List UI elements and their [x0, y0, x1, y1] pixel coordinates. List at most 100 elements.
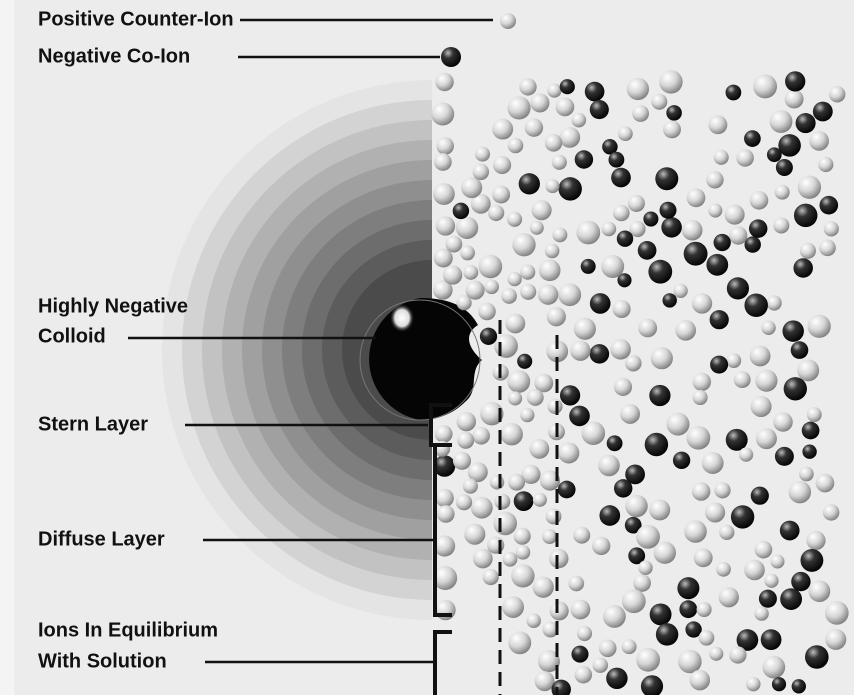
diagram: Positive Counter-Ion Negative Co-Ion Hig… [0, 0, 854, 695]
counter-ion [708, 115, 727, 134]
counter-ion [750, 346, 771, 367]
co-ion [726, 429, 748, 451]
counter-ion [434, 153, 452, 171]
counter-ion [823, 504, 840, 521]
counter-ion [638, 319, 657, 338]
counter-ion [478, 303, 496, 321]
co-ion [792, 679, 806, 693]
counter-ion [549, 549, 568, 568]
co-ion [590, 344, 610, 364]
counter-ion [466, 281, 485, 300]
counter-ion [516, 545, 531, 560]
counter-ion [492, 119, 513, 140]
co-ion [706, 254, 728, 276]
counter-ion [719, 587, 739, 607]
counter-ion [825, 629, 846, 650]
label: Diffuse Layer [38, 528, 165, 550]
counter-ion [659, 70, 683, 94]
counter-ion [816, 474, 835, 493]
counter-ion [761, 321, 775, 335]
counter-ion [675, 320, 696, 341]
counter-ion [819, 239, 836, 256]
label: Positive Counter-Ion [38, 8, 234, 30]
co-ion [599, 505, 620, 526]
counter-ion [545, 134, 563, 152]
counter-ion [799, 467, 814, 482]
counter-ion [508, 138, 524, 154]
counter-ion [507, 272, 521, 286]
counter-ion [558, 283, 581, 306]
counter-ion [434, 535, 455, 556]
counter-ion [503, 552, 518, 567]
co-ion [571, 646, 588, 663]
counter-ion [555, 97, 574, 116]
counter-ion [488, 205, 504, 221]
co-ion [784, 377, 807, 400]
counter-ion [603, 605, 626, 628]
co-ion [661, 217, 682, 238]
counter-ion [789, 481, 812, 504]
counter-ion [436, 489, 454, 507]
counter-ion [699, 630, 715, 646]
counter-ion [483, 569, 499, 585]
counter-ion [809, 580, 831, 602]
co-ion [710, 356, 728, 374]
co-ion [607, 435, 623, 451]
counter-ion [570, 341, 590, 361]
co-ion [751, 487, 769, 505]
counter-ion [702, 452, 724, 474]
co-ion [558, 481, 576, 499]
counter-ion [690, 670, 710, 690]
counter-ion [601, 255, 624, 278]
counter-ion [494, 334, 518, 358]
co-ion [761, 629, 782, 650]
counter-ion [546, 508, 562, 524]
counter-ion [651, 94, 667, 110]
co-ion [780, 588, 802, 610]
counter-ion [492, 186, 510, 204]
counter-ion [573, 527, 590, 544]
counter-ion [525, 118, 543, 136]
co-ion [744, 294, 768, 318]
counter-ion [532, 200, 552, 220]
counter-ion [530, 439, 550, 459]
counter-ion [571, 600, 591, 620]
counter-ion [433, 183, 455, 205]
counter-ion [473, 549, 493, 569]
counter-ion [539, 259, 561, 281]
counter-ion [505, 313, 525, 333]
co-ion [796, 113, 816, 133]
counter-ion [502, 596, 524, 618]
counter-ion [684, 520, 707, 543]
counter-ion [628, 195, 645, 212]
co-ion [606, 668, 627, 689]
counter-ion [754, 606, 768, 620]
counter-ion [473, 164, 489, 180]
co-ion [650, 603, 672, 625]
counter-ion [435, 425, 453, 443]
counter-ion [829, 86, 845, 102]
co-ion [660, 202, 677, 219]
counter-ion [508, 631, 531, 654]
counter-ion [736, 149, 754, 167]
counter-ion [806, 531, 825, 550]
counter-ion [542, 529, 557, 544]
co-ion [677, 577, 699, 599]
counter-ion [716, 562, 731, 577]
counter-ion [550, 601, 569, 620]
counter-ion [530, 93, 549, 112]
counter-ion [436, 137, 454, 155]
counter-ion [751, 396, 772, 417]
counter-ion [435, 73, 453, 91]
counter-ion [552, 227, 567, 242]
co-ion [480, 328, 497, 345]
counter-ion [437, 505, 455, 523]
counter-ion [446, 236, 463, 253]
co-ion [775, 447, 794, 466]
co-ion [614, 479, 632, 497]
label: Colloid [38, 325, 106, 347]
counter-ion [456, 494, 472, 510]
counter-ion [798, 176, 821, 199]
co-ion [731, 505, 754, 528]
co-ion [673, 452, 690, 469]
